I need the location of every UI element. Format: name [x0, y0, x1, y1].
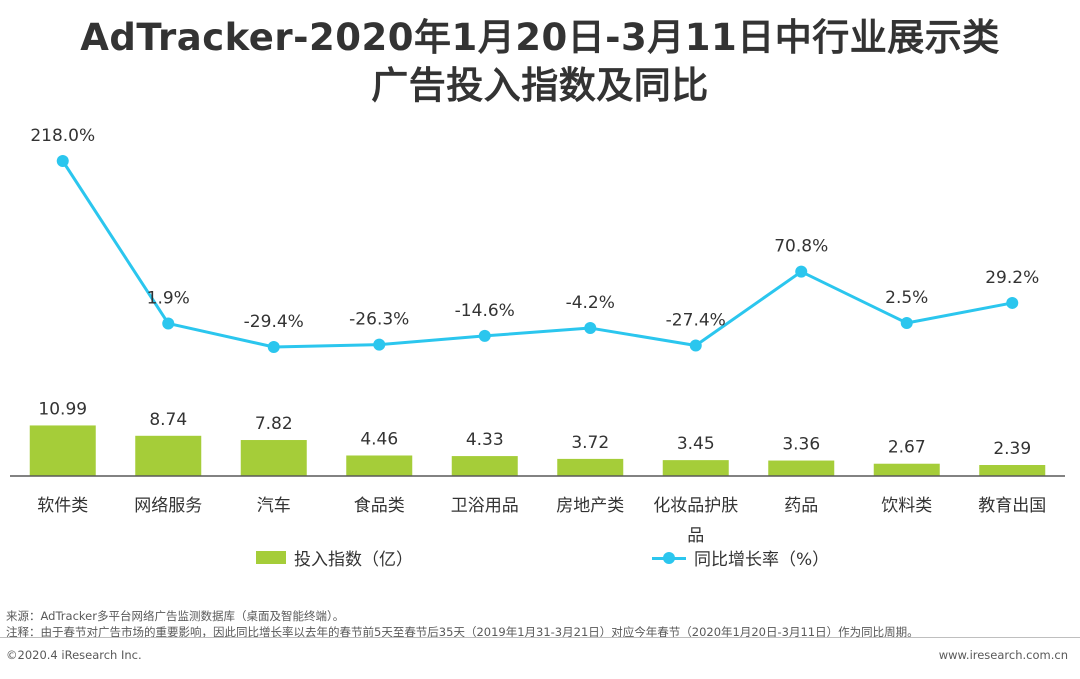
- category-label-2: 汽车: [257, 496, 291, 516]
- bar-2: [240, 440, 307, 476]
- growth-point-3: [373, 338, 386, 351]
- category-label-7: 药品: [784, 496, 818, 516]
- bar-label-9: 2.39: [993, 439, 1031, 459]
- category-label-9: 教育出国: [978, 496, 1046, 516]
- footnote: 注释：由于春节对广告市场的重要影响，因此同比增长率以去年的春节前5天至春节后35…: [6, 625, 919, 639]
- legend-item-bar: 投入指数（亿）: [256, 545, 413, 570]
- category-label-4: 卫浴用品: [451, 496, 519, 516]
- growth-line: [61, 160, 1013, 349]
- chart-title-line2: 广告投入指数及同比: [371, 64, 709, 107]
- growth-point-5: [584, 322, 597, 335]
- legend-line-swatch: [652, 551, 686, 565]
- bar-label-5: 3.72: [571, 433, 609, 453]
- growth-point-0: [56, 155, 69, 167]
- growth-point-9: [1006, 296, 1019, 309]
- growth-label-9: 29.2%: [985, 268, 1039, 288]
- bar-6: [662, 460, 729, 476]
- bar-label-0: 10.99: [38, 399, 87, 419]
- growth-label-1: 1.9%: [147, 288, 190, 308]
- chart-title-line1: AdTracker-2020年1月20日-3月11日中行业展示类: [80, 16, 1000, 59]
- growth-point-2: [267, 341, 280, 353]
- growth-label-8: 2.5%: [885, 288, 928, 308]
- bar-3: [346, 455, 413, 476]
- category-label-6-line2: 品: [687, 526, 704, 546]
- growth-point-1: [162, 317, 175, 330]
- growth-point-4: [478, 329, 491, 342]
- growth-label-5: -4.2%: [566, 293, 615, 313]
- category-label-5: 房地产类: [556, 496, 624, 516]
- bar-label-3: 4.46: [360, 429, 398, 449]
- bar-5: [557, 458, 624, 476]
- chart-title: AdTracker-2020年1月20日-3月11日中行业展示类 广告投入指数及…: [0, 14, 1080, 110]
- legend-item-line: 同比增长率（%）: [652, 545, 829, 570]
- source-note: 来源：AdTracker多平台网络广告监测数据库（桌面及智能终端）。: [6, 609, 345, 623]
- growth-label-4: -14.6%: [455, 301, 515, 321]
- bar-9: [979, 465, 1046, 476]
- bar-label-4: 4.33: [466, 430, 504, 450]
- footer-divider: [0, 637, 1080, 638]
- category-label-1: 网络服务: [134, 496, 202, 516]
- bar-label-2: 7.82: [255, 414, 293, 434]
- bar-1: [135, 435, 202, 476]
- website: www.iresearch.com.cn: [938, 648, 1068, 662]
- bar-0: [29, 425, 96, 476]
- growth-label-0: 218.0%: [30, 126, 95, 146]
- bar-8: [873, 463, 940, 476]
- legend-bar-swatch: [256, 551, 286, 564]
- bar-label-7: 3.36: [782, 435, 820, 455]
- bar-4: [451, 456, 518, 476]
- copyright: ©2020.4 iResearch Inc.: [6, 648, 142, 662]
- category-label-6: 化妆品护肤: [653, 496, 738, 516]
- bar-label-6: 3.45: [677, 434, 715, 454]
- bar-label-8: 2.67: [888, 438, 926, 458]
- bar-7: [768, 460, 835, 476]
- category-label-8: 饮料类: [881, 496, 932, 516]
- bar-label-1: 8.74: [149, 410, 187, 430]
- legend-line-label: 同比增长率（%）: [694, 550, 830, 570]
- legend-bar-label: 投入指数（亿）: [294, 550, 413, 570]
- growth-point-7: [795, 265, 808, 278]
- growth-point-8: [900, 317, 913, 330]
- growth-label-7: 70.8%: [774, 237, 828, 257]
- category-label-0: 软件类: [37, 496, 88, 516]
- growth-label-6: -27.4%: [666, 310, 726, 330]
- growth-point-6: [689, 339, 702, 352]
- category-label-3: 食品类: [354, 496, 405, 516]
- growth-label-3: -26.3%: [349, 310, 409, 330]
- growth-label-2: -29.4%: [244, 312, 304, 332]
